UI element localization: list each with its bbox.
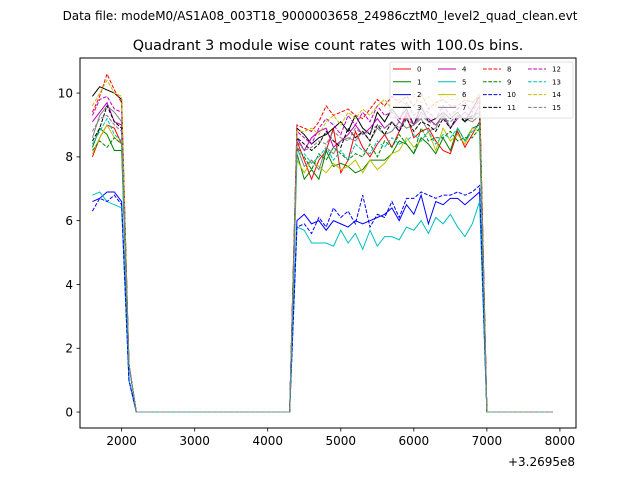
chart-title: Quadrant 3 module wise count rates with … — [133, 38, 524, 54]
legend-label-1: 1 — [417, 78, 421, 86]
legend-label-10: 10 — [507, 91, 516, 99]
x-tick-label: 5000 — [326, 434, 357, 448]
x-axis-offset-label: +3.2695e8 — [508, 455, 575, 469]
legend-label-8: 8 — [507, 66, 511, 74]
x-tick-label: 7000 — [472, 434, 503, 448]
y-tick-label: 10 — [58, 86, 73, 100]
legend-label-13: 13 — [552, 78, 561, 86]
legend-label-11: 11 — [507, 104, 516, 112]
legend-label-14: 14 — [552, 91, 561, 99]
x-tick-label: 3000 — [179, 434, 210, 448]
x-tick-label: 4000 — [252, 434, 283, 448]
legend-label-7: 7 — [462, 104, 466, 112]
y-tick-label: 8 — [65, 150, 73, 164]
legend-label-0: 0 — [417, 66, 421, 74]
y-tick-label: 6 — [65, 214, 73, 228]
legend-label-2: 2 — [417, 91, 421, 99]
legend-label-12: 12 — [552, 66, 561, 74]
legend-label-15: 15 — [552, 104, 561, 112]
x-axis-ticks: 2000 3000 4000 5000 6000 7000 8000 — [106, 428, 575, 448]
legend-label-4: 4 — [462, 66, 467, 74]
y-tick-label: 0 — [65, 405, 73, 419]
x-tick-label: 2000 — [106, 434, 137, 448]
y-tick-label: 4 — [65, 278, 73, 292]
legend-label-3: 3 — [417, 104, 421, 112]
legend-frame — [389, 61, 574, 119]
legend-label-5: 5 — [462, 78, 466, 86]
legend-label-6: 6 — [462, 91, 467, 99]
legend-label-9: 9 — [507, 78, 511, 86]
axes-frame — [79, 57, 577, 429]
y-axis-ticks: 0 2 4 6 8 10 — [58, 86, 80, 419]
suptitle: Data file: modeM0/AS1A08_003T18_90000036… — [63, 9, 578, 23]
y-tick-label: 2 — [65, 342, 73, 356]
x-tick-label: 8000 — [545, 434, 576, 448]
series-line-10 — [91, 184, 553, 413]
x-tick-label: 6000 — [399, 434, 430, 448]
